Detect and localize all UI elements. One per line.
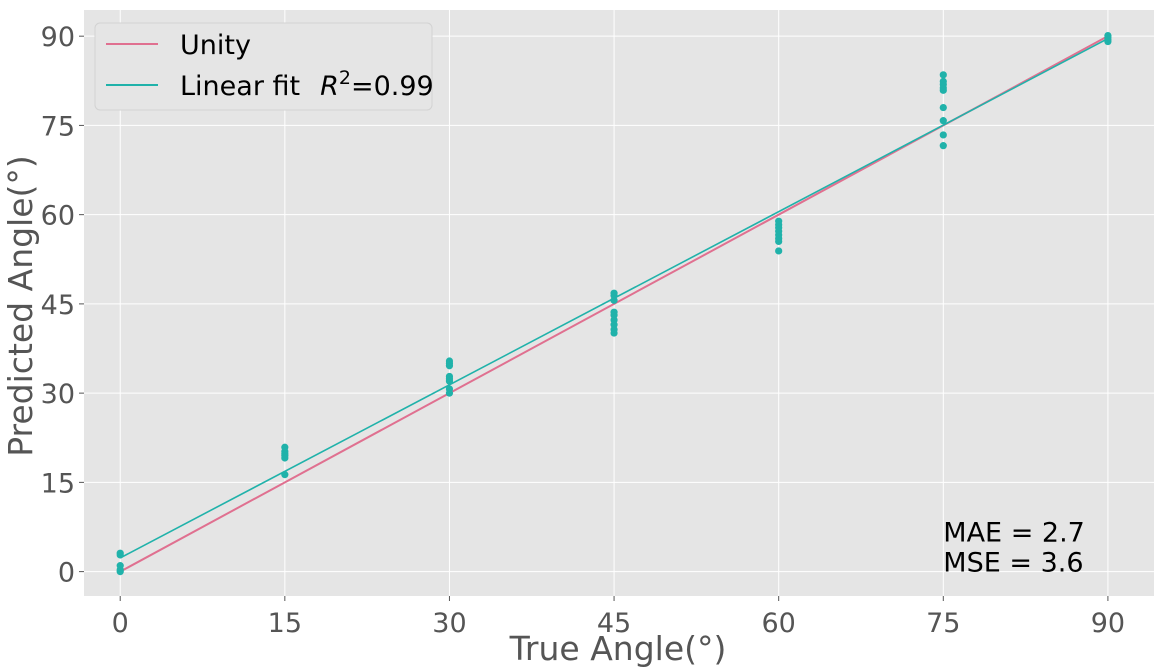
data-point (939, 117, 947, 125)
data-point (1104, 31, 1112, 40)
y-tick-label: 60 (41, 201, 75, 232)
y-tick-label: 45 (41, 290, 75, 321)
legend-unity-label: Unity (180, 30, 251, 61)
legend: Unity Linear fit R2=0.99 (94, 22, 434, 111)
data-point (445, 372, 454, 381)
data-point (281, 443, 289, 451)
legend-fit-r-superscript: 2 (339, 67, 351, 89)
data-point (610, 289, 618, 297)
x-tick-label: 0 (112, 608, 129, 639)
x-tick-label: 30 (432, 608, 466, 639)
data-point (939, 142, 947, 150)
data-point (939, 71, 947, 79)
y-tick-label: 15 (41, 468, 75, 499)
data-point (116, 549, 124, 557)
mse-annotation: MSE = 3.6 (943, 548, 1083, 579)
data-point (939, 77, 947, 85)
legend-fit-r-value: =0.99 (351, 71, 434, 102)
legend-fit-r: R (320, 71, 339, 102)
y-tick-label: 90 (41, 22, 75, 53)
legend-fit-prefix: Linear fit (180, 71, 300, 102)
scatter-points (116, 31, 1112, 576)
data-point (775, 247, 783, 255)
mae-annotation: MAE = 2.7 (943, 518, 1085, 549)
x-axis-label: True Angle(°) (509, 629, 727, 668)
data-point (775, 217, 783, 225)
data-point (281, 471, 289, 479)
y-tick-label: 0 (58, 558, 75, 589)
x-tick-labels: 0 15 30 45 60 75 90 (112, 596, 1125, 639)
legend-box (94, 22, 433, 111)
y-axis-label: Predicted Angle(°) (1, 155, 40, 457)
legend-fit-label: Linear fit R2=0.99 (180, 67, 434, 102)
data-point (939, 103, 947, 112)
data-point (610, 308, 618, 316)
data-point (445, 357, 454, 365)
y-tick-label: 75 (41, 111, 75, 142)
data-point (939, 131, 947, 139)
y-tick-labels: 0 15 30 45 60 75 90 (41, 22, 84, 589)
x-tick-label: 90 (1091, 608, 1125, 639)
x-tick-label: 60 (761, 608, 795, 639)
x-tick-label: 45 (597, 608, 631, 639)
data-point (116, 562, 124, 570)
y-tick-label: 30 (41, 379, 75, 410)
x-tick-label: 75 (926, 608, 960, 639)
data-point (445, 385, 454, 393)
x-tick-label: 15 (268, 608, 302, 639)
